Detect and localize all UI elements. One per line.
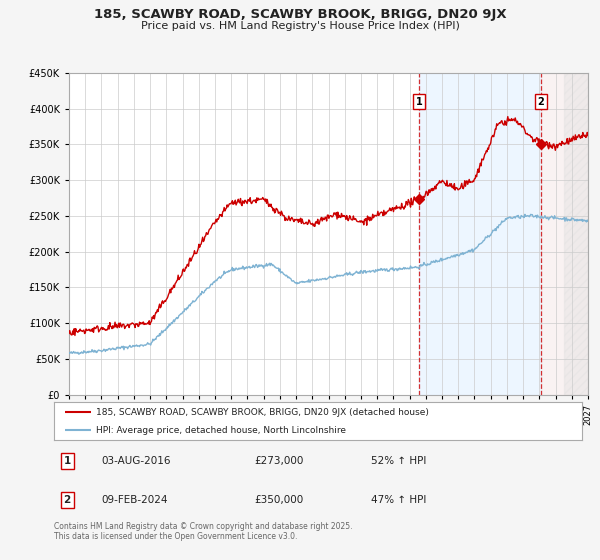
Text: 1: 1 xyxy=(416,97,422,107)
Text: 09-FEB-2024: 09-FEB-2024 xyxy=(101,495,168,505)
Text: 52% ↑ HPI: 52% ↑ HPI xyxy=(371,456,426,466)
Text: 2: 2 xyxy=(538,97,544,107)
Text: 2: 2 xyxy=(64,495,71,505)
Bar xyxy=(419,73,541,395)
Text: 185, SCAWBY ROAD, SCAWBY BROOK, BRIGG, DN20 9JX: 185, SCAWBY ROAD, SCAWBY BROOK, BRIGG, D… xyxy=(94,8,506,21)
Bar xyxy=(541,73,588,395)
Text: 1: 1 xyxy=(64,456,71,466)
Text: £273,000: £273,000 xyxy=(254,456,304,466)
Text: 03-AUG-2016: 03-AUG-2016 xyxy=(101,456,171,466)
Text: Price paid vs. HM Land Registry's House Price Index (HPI): Price paid vs. HM Land Registry's House … xyxy=(140,21,460,31)
Text: £350,000: £350,000 xyxy=(254,495,304,505)
Text: 185, SCAWBY ROAD, SCAWBY BROOK, BRIGG, DN20 9JX (detached house): 185, SCAWBY ROAD, SCAWBY BROOK, BRIGG, D… xyxy=(96,408,429,417)
Text: HPI: Average price, detached house, North Lincolnshire: HPI: Average price, detached house, Nort… xyxy=(96,426,346,435)
Text: Contains HM Land Registry data © Crown copyright and database right 2025.
This d: Contains HM Land Registry data © Crown c… xyxy=(54,522,353,542)
Bar xyxy=(563,73,588,395)
Text: 47% ↑ HPI: 47% ↑ HPI xyxy=(371,495,426,505)
